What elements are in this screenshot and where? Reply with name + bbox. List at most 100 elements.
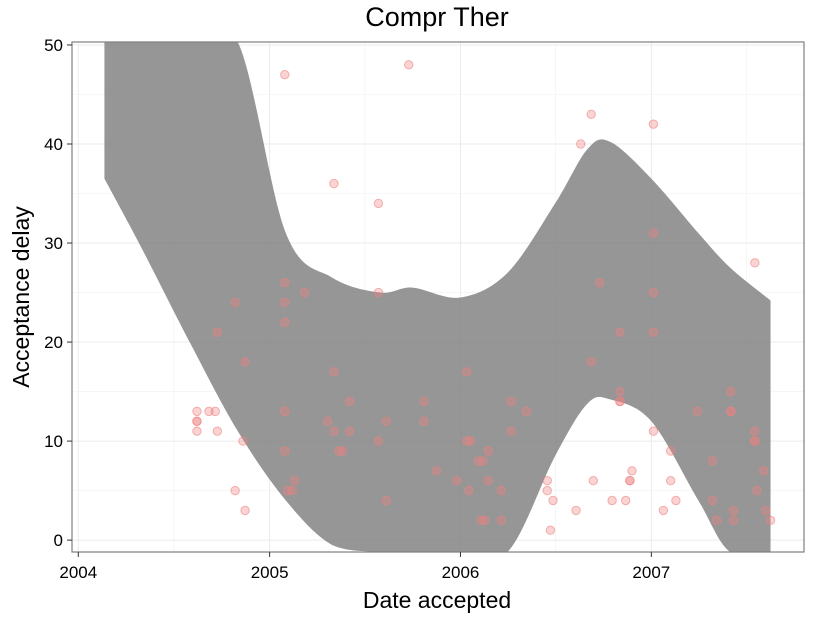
data-point xyxy=(192,406,202,417)
data-point xyxy=(404,60,414,70)
data-point xyxy=(648,228,659,238)
data-point xyxy=(230,297,240,308)
data-point xyxy=(280,446,290,456)
data-point xyxy=(761,505,771,516)
data-point xyxy=(586,109,596,119)
data-point xyxy=(240,505,250,516)
data-point xyxy=(707,456,718,466)
data-point xyxy=(212,327,223,337)
data-point xyxy=(665,475,676,486)
data-point xyxy=(280,317,290,327)
data-point xyxy=(588,475,598,486)
data-point xyxy=(473,456,483,466)
data-point xyxy=(381,495,391,506)
data-point xyxy=(462,436,472,446)
data-point xyxy=(344,396,355,407)
data-point xyxy=(462,367,472,377)
data-point xyxy=(692,406,703,417)
data-point xyxy=(752,485,762,496)
data-point xyxy=(334,446,344,456)
data-point xyxy=(238,436,248,446)
data-point xyxy=(576,139,586,149)
confidence-band-area xyxy=(104,42,771,552)
data-point xyxy=(542,485,552,496)
data-point xyxy=(648,426,659,436)
data-point xyxy=(625,475,635,486)
x-axis: 2004 2005 2006 2007 xyxy=(59,552,670,582)
data-point xyxy=(496,485,506,496)
data-point xyxy=(648,287,659,298)
data-point xyxy=(621,495,631,506)
data-point xyxy=(671,495,681,506)
data-point xyxy=(280,69,290,80)
data-point xyxy=(521,406,532,417)
y-axis-title: Acceptance delay xyxy=(8,206,34,388)
y-tick-label: 50 xyxy=(44,36,63,55)
data-point xyxy=(726,406,736,417)
data-point xyxy=(280,297,290,308)
data-point xyxy=(627,466,637,476)
data-point xyxy=(726,386,736,397)
data-point xyxy=(496,515,506,526)
data-point xyxy=(586,357,596,367)
data-point xyxy=(750,426,760,436)
data-point xyxy=(665,446,676,456)
data-point xyxy=(344,426,355,436)
data-point xyxy=(329,426,339,436)
data-point xyxy=(483,446,493,456)
panel-border xyxy=(71,41,805,553)
data-points xyxy=(192,60,776,535)
data-point xyxy=(337,446,348,456)
data-point xyxy=(542,475,552,486)
data-point xyxy=(329,178,339,189)
data-point xyxy=(750,258,760,268)
confidence-band xyxy=(104,42,771,552)
x-tick-label: 2005 xyxy=(251,563,289,582)
data-point xyxy=(240,357,250,367)
data-point xyxy=(322,416,333,426)
data-point xyxy=(765,515,776,526)
y-tick-label: 10 xyxy=(44,432,63,451)
x-tick-label: 2007 xyxy=(632,563,670,582)
x-tick-label: 2004 xyxy=(59,563,97,582)
data-point xyxy=(658,505,669,516)
y-axis: 0 10 20 30 40 50 xyxy=(44,36,72,550)
x-axis-title: Date accepted xyxy=(363,587,511,613)
y-tick-label: 0 xyxy=(54,531,63,550)
data-point xyxy=(212,426,223,436)
data-point xyxy=(648,327,659,337)
data-point xyxy=(478,456,488,466)
data-point xyxy=(452,475,462,486)
data-point xyxy=(594,277,605,288)
data-point xyxy=(381,416,391,426)
data-point xyxy=(299,287,310,298)
data-point xyxy=(648,119,659,129)
data-point xyxy=(192,416,202,426)
data-point xyxy=(282,485,293,496)
data-point xyxy=(419,396,429,407)
data-point xyxy=(373,436,384,446)
data-point xyxy=(545,525,556,535)
data-point xyxy=(431,466,442,476)
data-point xyxy=(728,515,739,526)
data-point xyxy=(506,426,516,436)
data-point xyxy=(373,287,384,298)
data-point xyxy=(607,495,617,506)
x-tick-label: 2006 xyxy=(442,563,480,582)
data-point xyxy=(480,515,490,526)
y-tick-label: 30 xyxy=(44,234,63,253)
data-point xyxy=(419,416,429,426)
y-tick-label: 20 xyxy=(44,333,63,352)
data-point xyxy=(483,475,493,486)
data-point xyxy=(464,485,474,496)
data-point xyxy=(465,436,476,446)
chart-title: Compr Ther xyxy=(365,2,509,32)
data-point xyxy=(711,515,722,526)
data-point xyxy=(548,495,558,506)
data-point xyxy=(230,485,240,496)
data-point xyxy=(210,406,220,417)
data-point xyxy=(373,198,384,209)
data-point xyxy=(280,277,290,288)
data-point xyxy=(287,485,297,496)
